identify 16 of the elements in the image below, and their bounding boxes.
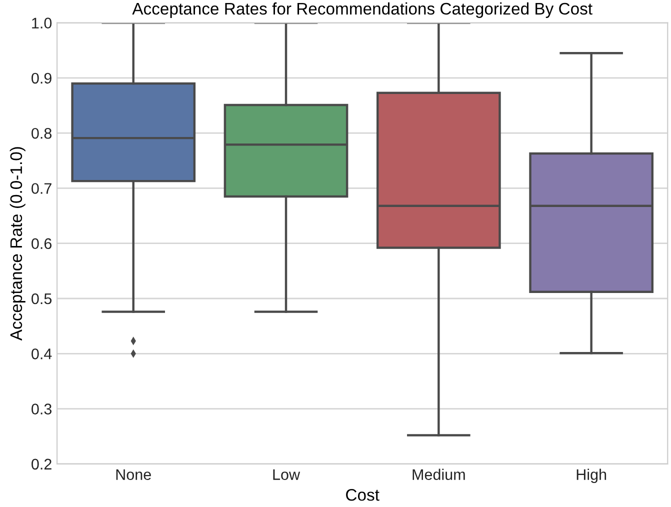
y-tick-label: 0.4 — [32, 348, 52, 360]
y-tick-label: 0.9 — [32, 72, 52, 84]
y-tick-label: 0.8 — [32, 128, 52, 139]
x-tick-label: Low — [273, 469, 300, 480]
y-tick-label: 1.0 — [32, 18, 52, 28]
y-tick-label: 0.6 — [32, 238, 52, 250]
x-tick-label: Medium — [412, 468, 465, 480]
x-tick-label: None — [116, 469, 151, 480]
y-tick-label: 0.2 — [32, 458, 52, 470]
x-tick-label: High — [576, 468, 606, 484]
y-tick-label: 0.5 — [32, 293, 52, 304]
x-axis-title: Cost — [346, 489, 380, 501]
chart-title: Acceptance Rates for Recommendations Categorized By Cost — [132, 2, 592, 18]
y-tick-label: 0.3 — [32, 404, 52, 414]
y-tick-label: 0.7 — [32, 183, 52, 194]
y-axis-title: Acceptance Rate (0.0-1.0) — [10, 147, 26, 341]
